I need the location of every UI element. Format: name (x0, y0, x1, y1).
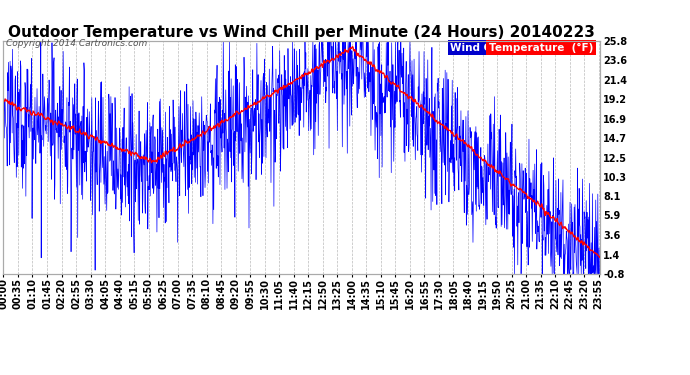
Text: Copyright 2014 Cartronics.com: Copyright 2014 Cartronics.com (6, 39, 147, 48)
Text: Wind Chill  (°F): Wind Chill (°F) (451, 43, 539, 53)
Text: Temperature  (°F): Temperature (°F) (489, 43, 593, 53)
Title: Outdoor Temperature vs Wind Chill per Minute (24 Hours) 20140223: Outdoor Temperature vs Wind Chill per Mi… (8, 25, 595, 40)
